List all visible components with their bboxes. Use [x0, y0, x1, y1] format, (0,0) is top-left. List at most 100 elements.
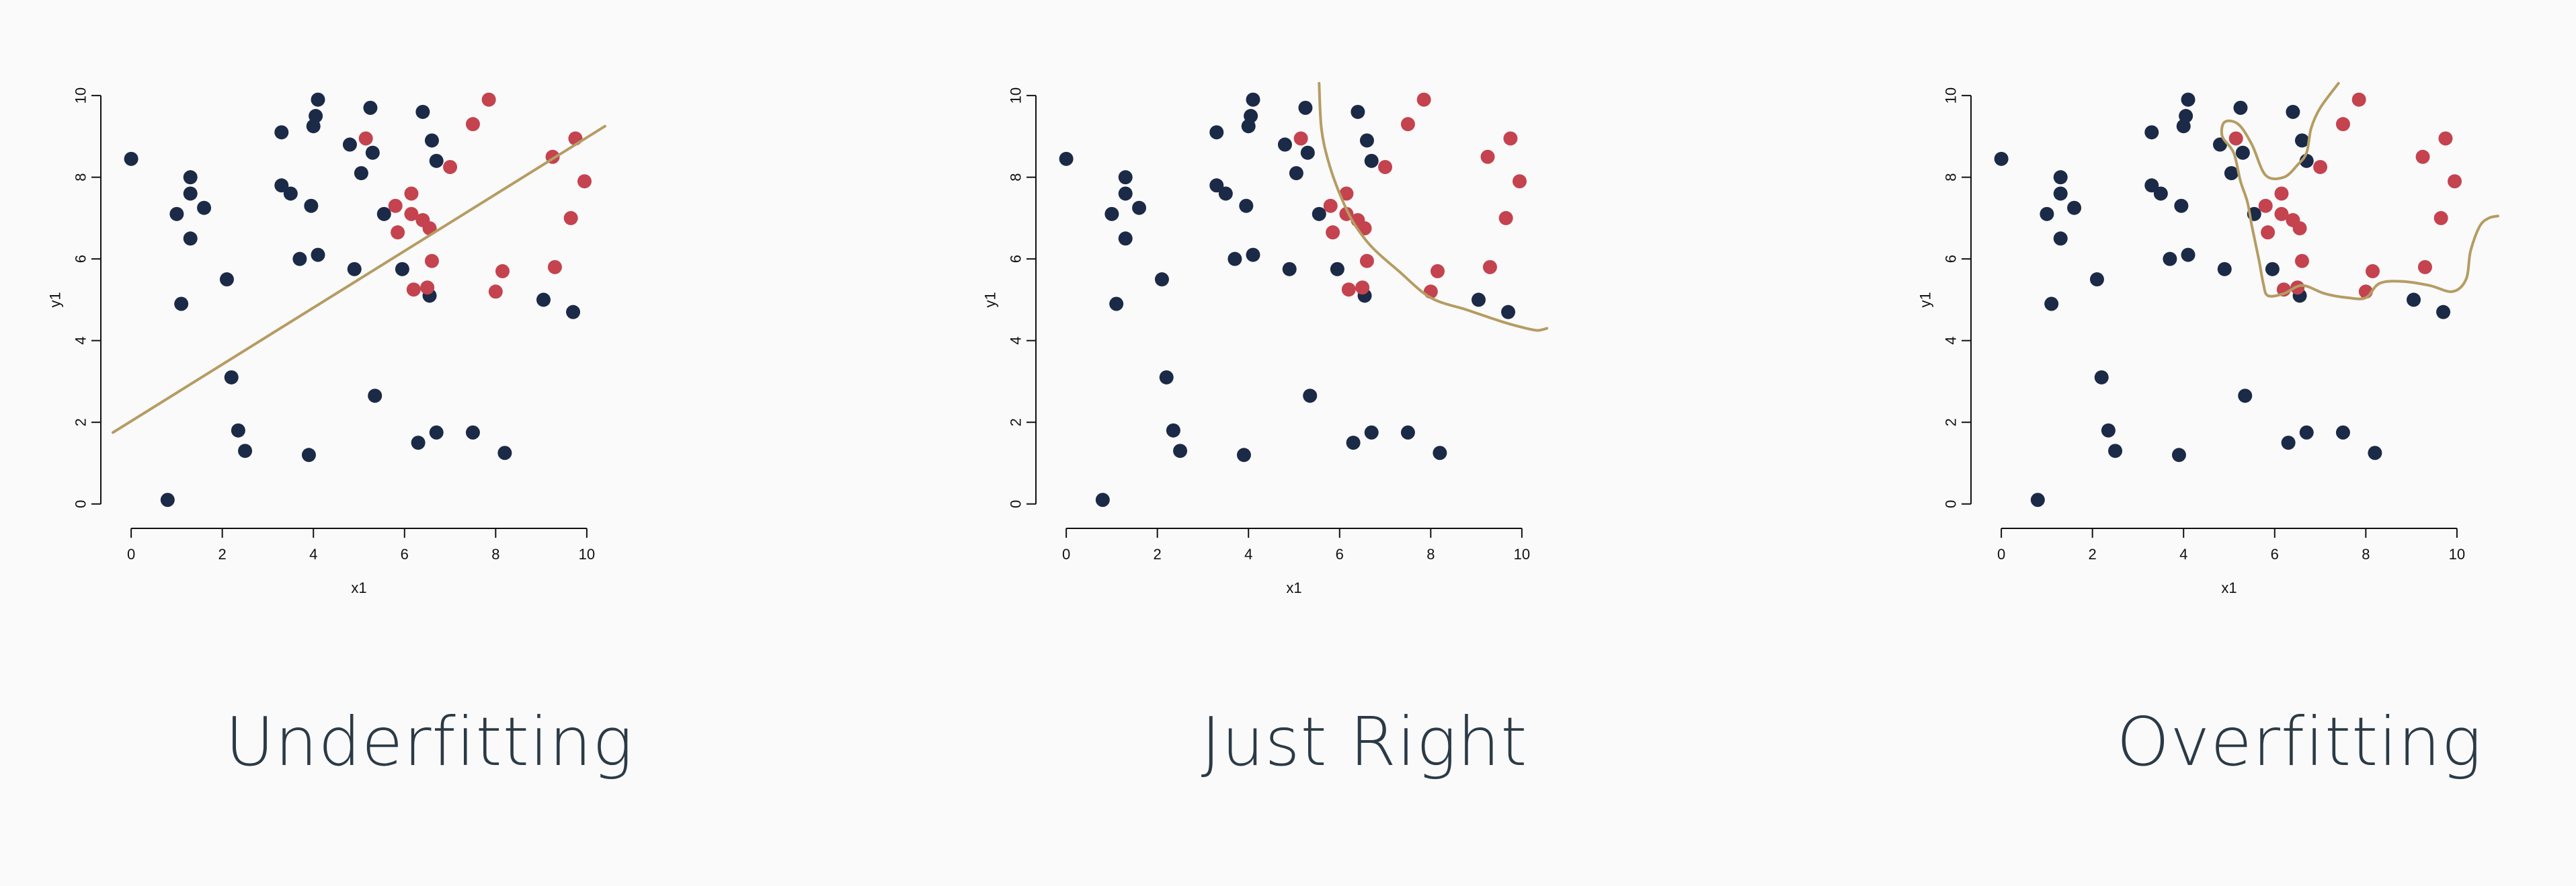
- y-tick-label: 2: [1943, 418, 1960, 426]
- point-class-a: [274, 178, 289, 193]
- x-tick-label: 4: [309, 546, 317, 563]
- point-class-a: [183, 170, 198, 185]
- point-class-b: [1431, 264, 1445, 278]
- point-class-a: [292, 251, 307, 266]
- point-class-a: [2030, 493, 2045, 508]
- x-tick-label: 2: [1154, 546, 1162, 563]
- point-class-b: [577, 174, 592, 189]
- point-class-a: [309, 109, 323, 124]
- point-class-b: [391, 225, 405, 240]
- point-class-a: [1173, 444, 1188, 458]
- point-class-a: [219, 272, 234, 287]
- y-axis-title: y1: [1917, 292, 1934, 307]
- point-class-b: [406, 282, 421, 297]
- point-class-a: [183, 186, 198, 201]
- point-class-a: [1246, 247, 1260, 262]
- point-class-a: [1209, 125, 1224, 140]
- x-tick-label: 10: [2449, 546, 2465, 563]
- point-class-a: [1095, 493, 1110, 508]
- point-class-a: [376, 206, 391, 221]
- point-class-a: [1312, 206, 1326, 221]
- point-class-b: [2417, 259, 2432, 274]
- point-class-a: [1118, 231, 1133, 246]
- point-class-a: [1359, 133, 1374, 148]
- point-class-b: [1513, 174, 1527, 189]
- point-class-b: [388, 198, 403, 213]
- point-class-a: [2299, 425, 2314, 440]
- x-tick-label: 2: [218, 546, 227, 563]
- point-class-a: [2163, 251, 2177, 266]
- y-tick-label: 8: [1943, 173, 1960, 182]
- point-class-a: [1303, 389, 1318, 403]
- point-class-b: [1293, 131, 1308, 146]
- chart-just-right: 0 2 4 6 8 10 x1 0 2 4 6 8 10 y1: [982, 81, 1549, 596]
- caption-overfitting: Overfitting: [2116, 702, 2483, 781]
- point-class-a: [347, 261, 362, 276]
- y-tick-label: 2: [73, 418, 89, 426]
- point-class-a: [1300, 145, 1315, 160]
- point-class-a: [2144, 125, 2159, 140]
- point-class-a: [2171, 448, 2186, 462]
- point-class-b: [1339, 186, 1354, 201]
- point-class-a: [1277, 137, 1292, 152]
- panel-underfitting: 0 2 4 6 8 10 x1 0 2 4 6 8 10 y1 Underfitting: [0, 0, 858, 886]
- point-class-a: [2265, 261, 2280, 276]
- point-class-b: [404, 206, 419, 221]
- decision-boundary: [112, 124, 606, 434]
- point-class-b: [404, 186, 419, 201]
- point-class-a: [2407, 292, 2421, 307]
- point-class-a: [1154, 272, 1169, 287]
- x-tick-label: 6: [401, 546, 409, 563]
- point-class-a: [1218, 186, 1233, 201]
- point-class-b: [2258, 198, 2273, 213]
- point-class-a: [1209, 178, 1224, 193]
- point-class-a: [2101, 423, 2116, 438]
- point-class-b: [2313, 159, 2328, 174]
- point-class-a: [1227, 251, 1242, 266]
- chart-overfitting: 0 2 4 6 8 10 x1 0 2 4 6 8 10 y1: [1917, 81, 2499, 596]
- point-class-a: [1351, 104, 1365, 119]
- point-class-a: [1501, 305, 1516, 319]
- point-class-b: [1323, 198, 1338, 213]
- point-class-a: [274, 125, 289, 140]
- point-class-a: [566, 305, 581, 319]
- point-class-a: [2294, 133, 2309, 148]
- point-class-a: [497, 446, 512, 460]
- point-class-a: [1118, 186, 1133, 201]
- point-class-b: [1378, 159, 1393, 174]
- point-class-b: [1482, 259, 1497, 274]
- point-class-a: [1159, 370, 1174, 385]
- point-class-b: [420, 280, 435, 295]
- point-class-b: [2274, 186, 2289, 201]
- point-class-a: [1330, 261, 1344, 276]
- point-class-a: [1059, 151, 1074, 166]
- point-class-b: [424, 253, 439, 268]
- point-class-a: [2233, 100, 2248, 115]
- y-tick-label: 10: [73, 87, 89, 104]
- point-class-a: [2436, 305, 2451, 319]
- point-class-a: [2053, 231, 2068, 246]
- point-class-a: [197, 200, 212, 215]
- point-class-b: [1355, 280, 1370, 295]
- point-class-b: [465, 117, 480, 132]
- x-axis-title: x1: [2221, 579, 2237, 596]
- point-class-b: [2351, 92, 2366, 107]
- point-class-a: [1239, 198, 1254, 213]
- point-class-b: [2335, 117, 2350, 132]
- y-tick-label: 0: [1943, 500, 1960, 508]
- point-class-a: [536, 292, 551, 307]
- point-class-a: [2153, 186, 2168, 201]
- point-class-a: [2181, 92, 2196, 107]
- point-class-a: [395, 261, 409, 276]
- y-tick-label: 4: [1008, 337, 1024, 345]
- point-class-a: [1236, 448, 1251, 462]
- x-tick-label: 8: [2362, 546, 2370, 563]
- point-class-a: [2235, 145, 2250, 160]
- point-class-a: [124, 151, 138, 166]
- point-class-a: [2040, 206, 2054, 221]
- point-class-b: [2292, 221, 2307, 236]
- y-axis-title: y1: [982, 292, 999, 307]
- point-class-a: [2286, 104, 2300, 119]
- point-class-a: [411, 436, 426, 450]
- point-class-a: [2224, 166, 2239, 181]
